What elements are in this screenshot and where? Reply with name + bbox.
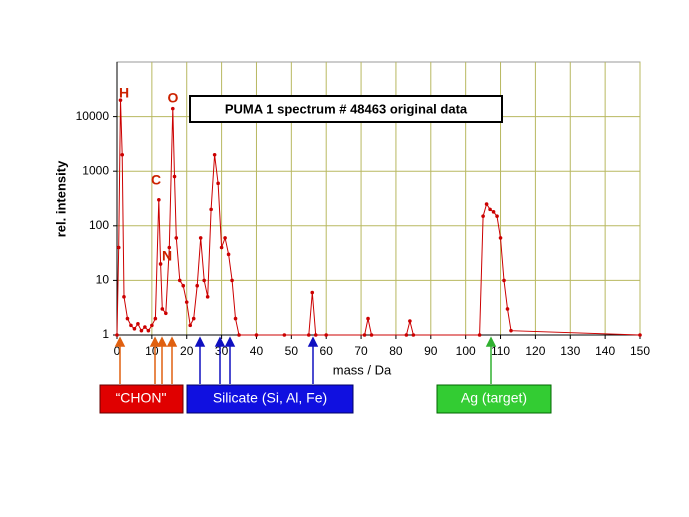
data-point xyxy=(306,333,311,337)
data-point xyxy=(174,236,179,240)
data-point xyxy=(143,325,147,329)
data-point xyxy=(164,311,168,316)
data-point xyxy=(122,295,126,299)
data-point xyxy=(324,333,329,337)
data-point xyxy=(153,316,158,321)
data-point xyxy=(167,245,172,250)
data-point xyxy=(502,278,506,283)
x-tick-label: 70 xyxy=(354,344,368,358)
arrows xyxy=(114,336,497,384)
data-point xyxy=(146,328,151,333)
data-point xyxy=(408,319,412,323)
data-point xyxy=(172,174,177,179)
data-point xyxy=(488,207,492,212)
data-point xyxy=(362,333,367,337)
data-point xyxy=(230,278,234,283)
x-tick-label: 30 xyxy=(215,344,229,358)
data-point xyxy=(369,333,374,337)
data-point xyxy=(120,152,125,157)
y-tick-label: 1 xyxy=(102,327,109,341)
x-tick-label: 140 xyxy=(595,344,615,358)
x-tick-label: 120 xyxy=(525,344,545,358)
group-label: “CHON" xyxy=(116,390,167,406)
group-label: Silicate (Si, Al, Fe) xyxy=(213,390,327,406)
x-axis-label: mass / Da xyxy=(333,362,392,377)
data-point xyxy=(310,290,315,295)
data-point xyxy=(202,278,206,283)
y-tick-label: 10 xyxy=(96,273,110,287)
x-tick-label: 80 xyxy=(389,344,403,358)
data-point xyxy=(209,207,213,212)
data-point xyxy=(216,181,220,186)
chart-title: PUMA 1 spectrum # 48463 original data xyxy=(225,101,468,116)
data-point xyxy=(129,323,133,328)
data-point xyxy=(495,214,499,218)
x-tick-label: 150 xyxy=(630,344,650,358)
data-point xyxy=(177,278,182,283)
data-point xyxy=(132,326,137,331)
data-point xyxy=(139,328,144,333)
data-point xyxy=(481,214,485,218)
x-tick-label: 40 xyxy=(250,344,264,358)
annotation: N xyxy=(162,248,172,264)
title-box xyxy=(189,95,503,123)
group-box xyxy=(99,384,184,414)
data-point xyxy=(195,283,199,288)
x-tick-label: 130 xyxy=(560,344,580,358)
data-point xyxy=(404,333,409,337)
data-point xyxy=(226,252,231,257)
x-tick-label: 20 xyxy=(180,344,194,358)
data-point xyxy=(160,307,165,311)
y-tick-label: 10000 xyxy=(76,109,110,123)
data-point xyxy=(136,322,140,326)
data-point xyxy=(233,316,238,321)
data-point xyxy=(313,333,318,337)
data-point xyxy=(254,333,259,337)
data-point xyxy=(223,236,227,240)
data-point xyxy=(282,333,287,337)
data-point xyxy=(212,152,217,157)
data-point xyxy=(118,98,123,102)
x-tick-label: 60 xyxy=(320,344,334,358)
data-point xyxy=(477,333,482,337)
annotation: O xyxy=(168,90,179,106)
data-point xyxy=(115,333,119,337)
data-point xyxy=(219,245,224,250)
x-tick-label: 50 xyxy=(285,344,299,358)
y-tick-label: 1000 xyxy=(82,163,109,177)
data-point xyxy=(181,283,186,288)
data-point xyxy=(505,307,510,311)
annotation: C xyxy=(151,172,161,188)
data-point xyxy=(158,262,163,266)
data-point xyxy=(191,316,196,321)
annotation: H xyxy=(119,85,129,101)
data-point xyxy=(157,197,161,202)
data-point xyxy=(205,295,210,299)
data-point xyxy=(170,106,175,111)
data-point xyxy=(411,333,416,337)
data-point xyxy=(237,333,241,337)
x-tick-label: 100 xyxy=(456,344,476,358)
data-point xyxy=(184,300,189,304)
data-point xyxy=(125,316,130,321)
data-point xyxy=(150,323,154,328)
y-tick-label: 100 xyxy=(89,218,109,232)
data-point xyxy=(491,210,496,214)
data-point xyxy=(484,202,489,206)
data-point xyxy=(498,236,503,240)
x-tick-label: 0 xyxy=(114,344,121,358)
x-tick-label: 110 xyxy=(491,344,510,358)
y-axis-label: rel. intensity xyxy=(53,160,68,237)
data-point xyxy=(638,333,642,337)
group-box xyxy=(436,384,552,414)
data-point xyxy=(116,245,121,250)
data-point xyxy=(188,323,193,328)
data-point xyxy=(198,236,203,240)
x-tick-label: 90 xyxy=(424,344,438,358)
group-box xyxy=(186,384,354,414)
group-label: Ag (target) xyxy=(461,390,527,406)
data-point xyxy=(366,316,370,321)
data-point xyxy=(509,328,513,333)
